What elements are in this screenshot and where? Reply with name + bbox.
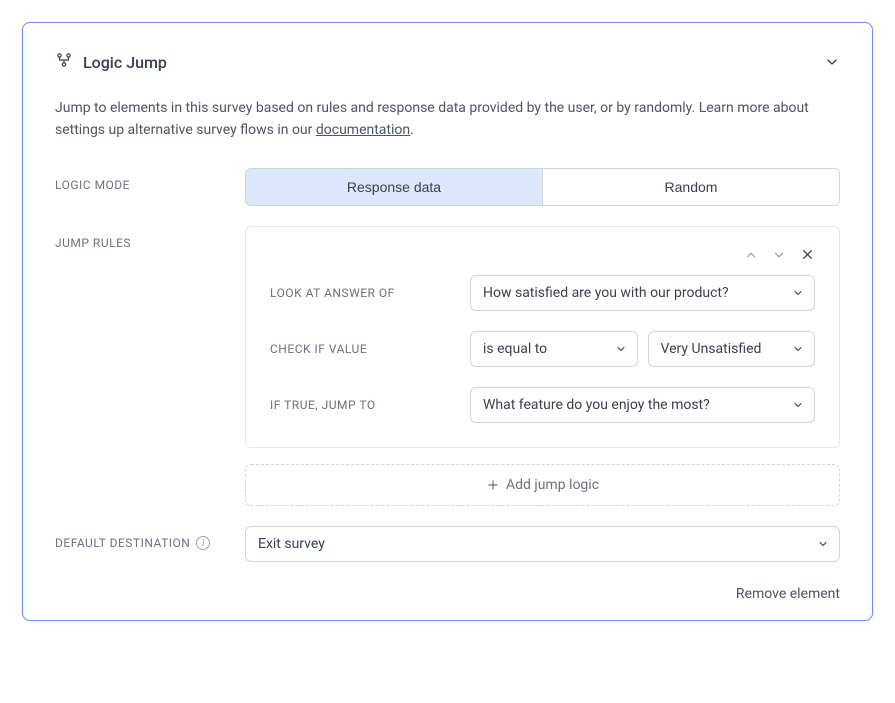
rule-card: LOOK AT ANSWER OF How satisfied are you … — [245, 226, 840, 448]
look-at-select[interactable]: How satisfied are you with our product? — [470, 275, 815, 311]
close-icon — [801, 248, 814, 261]
logic-jump-panel: Logic Jump Jump to elements in this surv… — [22, 22, 873, 621]
collapse-toggle[interactable] — [824, 54, 840, 70]
panel-description: Jump to elements in this survey based on… — [55, 97, 840, 142]
rule-move-down-button[interactable] — [771, 247, 787, 263]
documentation-link[interactable]: documentation — [316, 122, 410, 138]
jump-rules-content: LOOK AT ANSWER OF How satisfied are you … — [245, 226, 840, 506]
panel-header: Logic Jump — [55, 51, 840, 73]
info-icon[interactable]: i — [196, 536, 210, 550]
default-destination-label-text: DEFAULT DESTINATION — [55, 536, 190, 550]
chevron-down-icon — [792, 399, 804, 411]
logic-mode-row: LOGIC MODE Response data Random — [55, 168, 840, 206]
check-if-row: CHECK IF VALUE is equal to Very Unsatisf… — [270, 331, 815, 367]
default-destination-label: DEFAULT DESTINATION i — [55, 526, 245, 550]
look-at-label: LOOK AT ANSWER OF — [270, 286, 470, 300]
check-if-label: CHECK IF VALUE — [270, 342, 470, 356]
rule-move-up-button[interactable] — [743, 247, 759, 263]
desc-prefix: Jump to elements in this survey based on… — [55, 100, 809, 138]
if-true-controls: What feature do you enjoy the most? — [470, 387, 815, 423]
logic-mode-label: LOGIC MODE — [55, 168, 245, 192]
logic-mode-response-data[interactable]: Response data — [246, 169, 543, 205]
if-true-select[interactable]: What feature do you enjoy the most? — [470, 387, 815, 423]
chevron-down-icon — [824, 54, 840, 70]
jump-rules-row: JUMP RULES — [55, 226, 840, 506]
compare-value: Very Unsatisfied — [661, 341, 781, 357]
rule-remove-button[interactable] — [799, 247, 815, 263]
chevron-down-icon — [792, 343, 804, 355]
default-destination-content: Exit survey — [245, 526, 840, 562]
jump-rules-label: JUMP RULES — [55, 226, 245, 250]
chevron-down-icon — [817, 538, 829, 550]
if-true-value: What feature do you enjoy the most? — [483, 397, 780, 413]
check-if-controls: is equal to Very Unsatisfied — [470, 331, 815, 367]
default-destination-row: DEFAULT DESTINATION i Exit survey — [55, 526, 840, 562]
chevron-up-icon — [744, 248, 758, 262]
add-jump-logic-label: Add jump logic — [506, 477, 599, 493]
logic-jump-icon — [55, 51, 73, 73]
rule-actions — [270, 247, 815, 263]
look-at-controls: How satisfied are you with our product? — [470, 275, 815, 311]
chevron-down-icon — [615, 343, 627, 355]
remove-element-button[interactable]: Remove element — [736, 586, 840, 602]
look-at-value: How satisfied are you with our product? — [483, 285, 780, 301]
default-destination-value: Exit survey — [258, 536, 805, 552]
operator-select[interactable]: is equal to — [470, 331, 638, 367]
desc-suffix: . — [410, 122, 414, 138]
logic-mode-random[interactable]: Random — [543, 169, 839, 205]
look-at-row: LOOK AT ANSWER OF How satisfied are you … — [270, 275, 815, 311]
logic-mode-content: Response data Random — [245, 168, 840, 206]
logic-mode-segmented: Response data Random — [245, 168, 840, 206]
add-jump-logic-button[interactable]: Add jump logic — [245, 464, 840, 506]
compare-value-select[interactable]: Very Unsatisfied — [648, 331, 816, 367]
default-destination-select[interactable]: Exit survey — [245, 526, 840, 562]
chevron-down-icon — [772, 248, 786, 262]
chevron-down-icon — [792, 287, 804, 299]
plus-icon — [486, 478, 500, 492]
if-true-row: IF TRUE, JUMP TO What feature do you enj… — [270, 387, 815, 423]
panel-footer: Remove element — [55, 586, 840, 602]
operator-value: is equal to — [483, 341, 603, 357]
if-true-label: IF TRUE, JUMP TO — [270, 398, 470, 412]
panel-title: Logic Jump — [83, 53, 167, 72]
panel-title-wrap: Logic Jump — [55, 51, 167, 73]
